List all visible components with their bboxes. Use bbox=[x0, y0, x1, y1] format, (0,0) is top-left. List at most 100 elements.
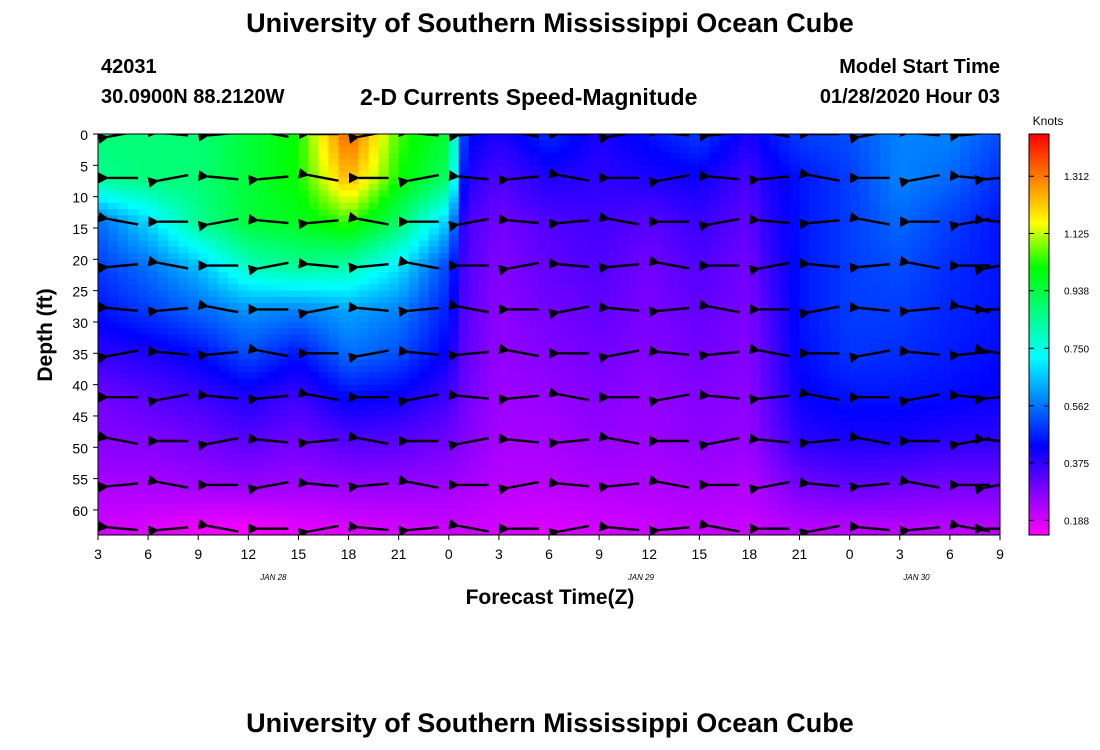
heat-cell bbox=[178, 466, 189, 473]
heat-cell bbox=[428, 140, 440, 148]
heat-cell bbox=[368, 441, 380, 448]
heat-cell bbox=[138, 365, 149, 373]
heat-cell bbox=[949, 428, 961, 436]
heat-cell bbox=[589, 271, 600, 279]
heat-cell bbox=[859, 140, 871, 148]
heat-cell bbox=[158, 209, 169, 217]
heat-cell bbox=[609, 397, 620, 405]
heat-cell bbox=[749, 184, 761, 191]
heat-cell bbox=[228, 340, 239, 348]
heat-cell bbox=[388, 278, 400, 285]
heat-cell bbox=[248, 353, 259, 361]
heat-cell bbox=[549, 184, 560, 191]
heat-cell bbox=[98, 184, 109, 191]
heat-cell bbox=[669, 234, 680, 242]
heat-cell bbox=[178, 134, 189, 141]
heat-cell bbox=[879, 403, 891, 411]
heat-cell bbox=[889, 384, 901, 392]
heat-cell bbox=[709, 415, 720, 423]
heat-cell bbox=[168, 340, 179, 348]
heat-cell bbox=[749, 390, 761, 398]
heat-cell bbox=[168, 171, 179, 179]
heat-cell bbox=[278, 403, 290, 411]
heat-cell bbox=[148, 353, 159, 361]
heat-cell bbox=[779, 415, 791, 423]
heat-cell bbox=[488, 221, 500, 229]
heat-cell bbox=[799, 296, 811, 304]
heat-cell bbox=[388, 146, 400, 154]
heat-cell bbox=[418, 459, 430, 467]
heat-cell bbox=[338, 415, 350, 423]
heat-cell bbox=[498, 227, 510, 235]
heat-cell bbox=[709, 365, 720, 373]
heat-cell bbox=[829, 240, 841, 248]
heat-cell bbox=[589, 472, 600, 480]
heat-cell bbox=[318, 428, 330, 436]
heat-cell bbox=[388, 347, 400, 354]
heat-cell bbox=[158, 177, 169, 185]
heat-cell bbox=[138, 347, 149, 354]
heat-cell bbox=[478, 290, 490, 298]
heat-cell bbox=[909, 146, 921, 154]
heat-cell bbox=[689, 459, 700, 467]
heat-cell bbox=[528, 209, 540, 217]
heat-cell bbox=[959, 152, 971, 160]
heat-cell bbox=[258, 190, 269, 198]
heat-cell bbox=[699, 378, 710, 386]
heat-cell bbox=[388, 209, 400, 217]
heat-cell bbox=[899, 378, 911, 386]
heat-cell bbox=[739, 221, 751, 229]
heat-cell bbox=[919, 227, 931, 235]
heat-cell bbox=[579, 459, 590, 467]
heat-cell bbox=[579, 177, 590, 185]
heat-cell bbox=[599, 284, 610, 292]
heat-cell bbox=[388, 215, 400, 223]
heat-cell bbox=[839, 334, 851, 342]
heat-cell bbox=[839, 378, 851, 386]
heat-cell bbox=[528, 315, 540, 323]
heat-cell bbox=[418, 422, 430, 430]
heat-cell bbox=[108, 422, 119, 430]
heat-cell bbox=[338, 171, 350, 179]
heat-cell bbox=[468, 278, 480, 285]
heat-cell bbox=[138, 441, 149, 448]
heat-cell bbox=[528, 459, 540, 467]
heat-cell bbox=[759, 334, 771, 342]
heat-cell bbox=[238, 296, 249, 304]
heat-cell bbox=[899, 265, 911, 273]
heat-cell bbox=[408, 240, 420, 248]
heat-cell bbox=[338, 234, 350, 242]
heat-cell bbox=[989, 227, 1000, 235]
heat-cell bbox=[589, 221, 600, 229]
heat-cell bbox=[549, 240, 560, 248]
heat-cell bbox=[849, 453, 861, 461]
heat-cell bbox=[559, 278, 570, 285]
heat-cell bbox=[178, 146, 189, 154]
heat-cell bbox=[348, 359, 360, 367]
heat-cell bbox=[468, 171, 480, 179]
heat-cell bbox=[368, 290, 380, 298]
heat-cell bbox=[699, 209, 710, 217]
heat-cell bbox=[939, 397, 951, 405]
heat-cell bbox=[248, 209, 259, 217]
heat-cell bbox=[288, 253, 300, 260]
heat-cell bbox=[939, 447, 951, 455]
heat-cell bbox=[358, 303, 370, 311]
heat-cell bbox=[859, 265, 871, 273]
heat-cell bbox=[458, 390, 470, 398]
heat-cell bbox=[298, 347, 310, 354]
heat-cell bbox=[268, 340, 279, 348]
heat-cell bbox=[468, 378, 480, 386]
heat-cell bbox=[158, 434, 169, 442]
heat-cell bbox=[198, 309, 209, 317]
heat-cell bbox=[789, 347, 801, 354]
heat-cell bbox=[629, 472, 640, 480]
heat-cell bbox=[478, 146, 490, 154]
heat-cell bbox=[328, 390, 340, 398]
heat-cell bbox=[408, 303, 420, 311]
heat-cell bbox=[839, 296, 851, 304]
heat-cell bbox=[979, 253, 991, 260]
heat-cell bbox=[649, 246, 660, 254]
heat-cell bbox=[789, 415, 801, 423]
heat-cell bbox=[569, 171, 580, 179]
